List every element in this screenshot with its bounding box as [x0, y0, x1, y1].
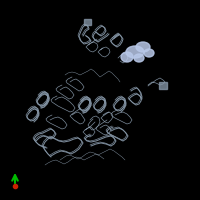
- Ellipse shape: [136, 42, 150, 52]
- Bar: [159, 82, 167, 88]
- Ellipse shape: [134, 54, 144, 62]
- Ellipse shape: [144, 49, 154, 57]
- Bar: [84, 19, 90, 25]
- Ellipse shape: [126, 46, 144, 58]
- Ellipse shape: [121, 52, 133, 62]
